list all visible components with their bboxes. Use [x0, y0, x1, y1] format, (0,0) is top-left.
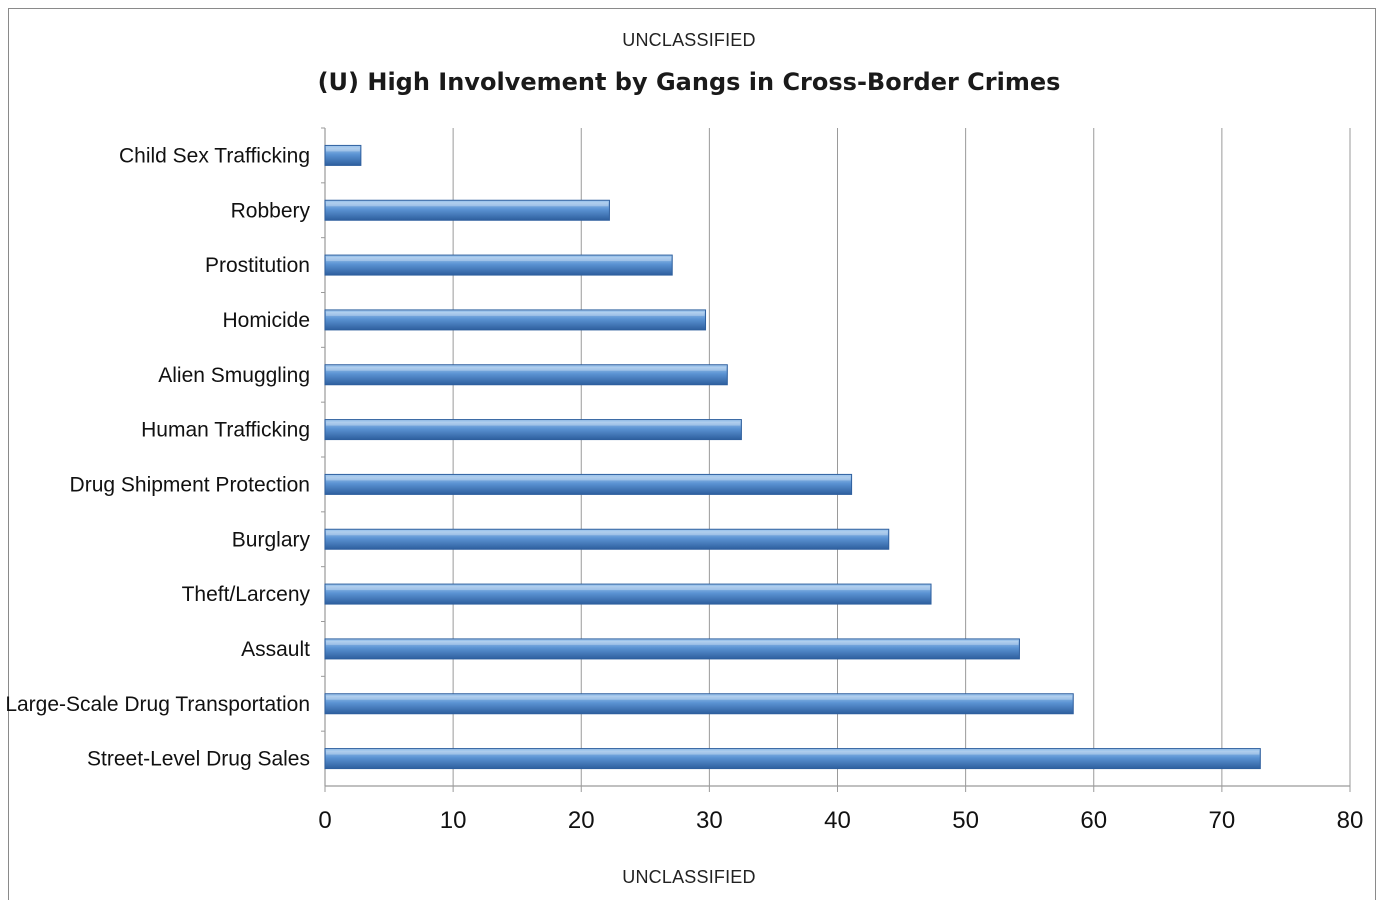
category-label: Assault: [241, 638, 310, 661]
bar-street-level-drug-sales: [324, 748, 1261, 770]
category-label: Homicide: [222, 309, 310, 332]
classification-marking-top: UNCLASSIFIED: [622, 30, 756, 50]
bar-theft-larceny: [324, 583, 932, 605]
x-tick-label-80: 80: [1337, 807, 1364, 834]
bar-layer: [324, 144, 1261, 770]
axis-layer: [321, 127, 1351, 792]
category-label: Drug Shipment Protection: [70, 473, 310, 496]
category-label: Robbery: [231, 199, 311, 222]
x-tick-label-20: 20: [568, 807, 595, 834]
chart-title: (U) High Involvement by Gangs in Cross-B…: [317, 68, 1061, 96]
x-tick-label-10: 10: [440, 807, 467, 834]
bar-highlight: [326, 640, 1019, 645]
x-tick-label-0: 0: [318, 807, 331, 834]
bar-highlight: [326, 366, 727, 371]
bar-alien-smuggling: [324, 364, 728, 386]
category-label-layer: Child Sex Trafficking Robbery Prostitution…: [5, 144, 310, 770]
classification-marking-bottom: UNCLASSIFIED: [622, 867, 756, 887]
bar-child-sex-trafficking: [324, 144, 362, 166]
category-label: Human Trafficking: [141, 419, 310, 442]
x-tick-label-50: 50: [952, 807, 979, 834]
bar-drug-shipment-protection: [324, 473, 853, 495]
category-label: Street-Level Drug Sales: [87, 748, 310, 771]
category-label: Alien Smuggling: [158, 364, 310, 387]
category-label: Prostitution: [205, 254, 310, 277]
category-label: Large-Scale Drug Transportation: [5, 693, 310, 716]
bar-highlight: [326, 257, 672, 262]
x-tick-label-70: 70: [1209, 807, 1236, 834]
x-tick-label-60: 60: [1080, 807, 1107, 834]
bar-highlight: [326, 202, 609, 207]
category-label: Child Sex Trafficking: [119, 144, 310, 167]
bar-highlight: [326, 311, 705, 316]
bar-highlight: [326, 695, 1073, 700]
bar-highlight: [326, 586, 931, 591]
x-tick-label-30: 30: [696, 807, 723, 834]
bar-highlight: [326, 421, 741, 426]
bar-prostitution: [324, 254, 673, 276]
bar-homicide: [324, 309, 707, 331]
bar-highlight: [326, 147, 360, 152]
grid-layer: [452, 128, 1351, 786]
category-label: Theft/Larceny: [182, 583, 311, 606]
bar-assault: [324, 638, 1020, 660]
bar-human-trafficking: [324, 419, 742, 441]
bar-highlight: [326, 476, 851, 481]
bar-large-scale-drug-transportation: [324, 693, 1074, 715]
bar-highlight: [326, 750, 1260, 755]
bar-burglary: [324, 528, 890, 550]
tick-label-layer: 0 10 20 30 40 50 60 70 80: [318, 807, 1363, 834]
bar-robbery: [324, 199, 610, 221]
bar-highlight: [326, 531, 888, 536]
x-tick-label-40: 40: [824, 807, 851, 834]
category-label: Burglary: [232, 528, 311, 551]
